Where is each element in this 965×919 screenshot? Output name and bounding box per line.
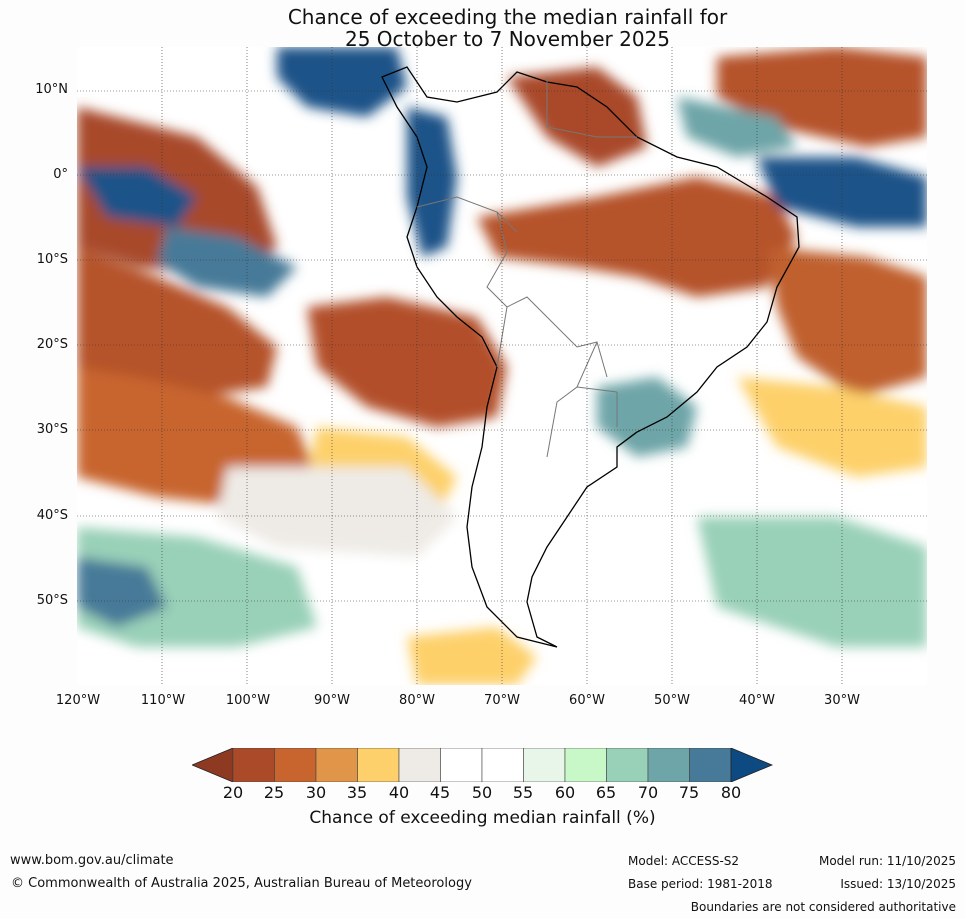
colorbar-tick: 65 [595, 783, 617, 802]
lat-label: 50°S [36, 593, 68, 608]
lon-label: 60°W [569, 693, 605, 708]
lon-label: 70°W [484, 693, 520, 708]
lon-label: 80°W [399, 693, 435, 708]
lat-label: 10°N [35, 82, 68, 97]
lon-label: 90°W [314, 693, 350, 708]
base-period-text: Base period: 1981-2018 [628, 877, 773, 891]
map-title-line1: Chance of exceeding the median rainfall … [287, 5, 728, 29]
dry-region-east-brazil [767, 247, 927, 397]
colorbar-segment [232, 748, 275, 782]
dry-region-atlantic-south [737, 377, 927, 477]
colorbar [192, 748, 774, 782]
dry-region-west-tropics [77, 247, 277, 397]
lon-label: 120°W [55, 693, 101, 708]
lon-label: 30°W [824, 693, 860, 708]
lat-label: 20°S [36, 337, 68, 352]
wet-region-pacific-10s [157, 227, 297, 297]
issued-text: Issued: 13/10/2025 [840, 877, 956, 891]
colorbar-segment [398, 748, 441, 782]
colorbar-segment [274, 748, 317, 782]
colorbar-tick: 80 [720, 783, 742, 802]
colorbar-tick: 20 [222, 783, 244, 802]
dry-region-chile-south [407, 627, 537, 685]
colorbar-tick: 25 [263, 783, 285, 802]
south-america-coastline [381, 66, 800, 648]
colorbar-segment [315, 748, 358, 782]
probability-fields [77, 47, 927, 685]
colorbar-extend-low [192, 748, 234, 782]
colorbar-segment [357, 748, 400, 782]
colorbar-tick: 40 [388, 783, 410, 802]
colorbar-segment [689, 748, 732, 782]
lon-label: 40°W [739, 693, 775, 708]
lat-label: 10°S [36, 252, 68, 267]
lat-label: 30°S [36, 422, 68, 437]
dry-region-north-sa [507, 67, 647, 167]
neutral-region-grey [217, 467, 457, 557]
wet-region-north-atlantic [677, 97, 797, 157]
lat-label: 0° [53, 167, 68, 182]
wet-region-pacific-north [277, 47, 407, 117]
colorbar-tick: 60 [554, 783, 576, 802]
lon-label: 110°W [140, 693, 186, 708]
wet-region-south-atlantic [697, 517, 927, 647]
lon-label: 50°W [654, 693, 690, 708]
colorbar-tick: 45 [429, 783, 451, 802]
colorbar-tick: 30 [305, 783, 327, 802]
lat-label: 40°S [36, 508, 68, 523]
dry-region-amazon [477, 177, 797, 297]
model-text: Model: ACCESS-S2 [628, 854, 740, 868]
colorbar-segment [606, 748, 649, 782]
model-run-text: Model run: 11/10/2025 [818, 854, 956, 868]
wet-region-pacific-equatorial [77, 167, 197, 227]
colorbar-tick: 70 [637, 783, 659, 802]
website-text: www.bom.gov.au/climate [10, 853, 174, 868]
rainfall-map [77, 47, 927, 685]
copyright-text: © Commonwealth of Australia 2025, Austra… [11, 876, 472, 891]
lon-label: 100°W [225, 693, 271, 708]
colorbar-tick: 55 [512, 783, 534, 802]
colorbar-extend-high [730, 748, 774, 782]
dry-region-coast-peru [307, 297, 507, 427]
disclaimer-text: Boundaries are not considered authoritat… [690, 900, 956, 914]
colorbar-tick: 75 [678, 783, 700, 802]
colorbar-segment [523, 748, 566, 782]
colorbar-segment [440, 748, 483, 782]
colorbar-tick: 50 [471, 783, 493, 802]
colorbar-title: Chance of exceeding median rainfall (%) [309, 808, 656, 828]
colorbar-segment [481, 748, 524, 782]
wet-region-southwest-pacific [77, 557, 167, 627]
colorbar-segment [564, 748, 607, 782]
colorbar-segment [647, 748, 690, 782]
graticule [77, 47, 927, 685]
colorbar-tick: 35 [346, 783, 368, 802]
